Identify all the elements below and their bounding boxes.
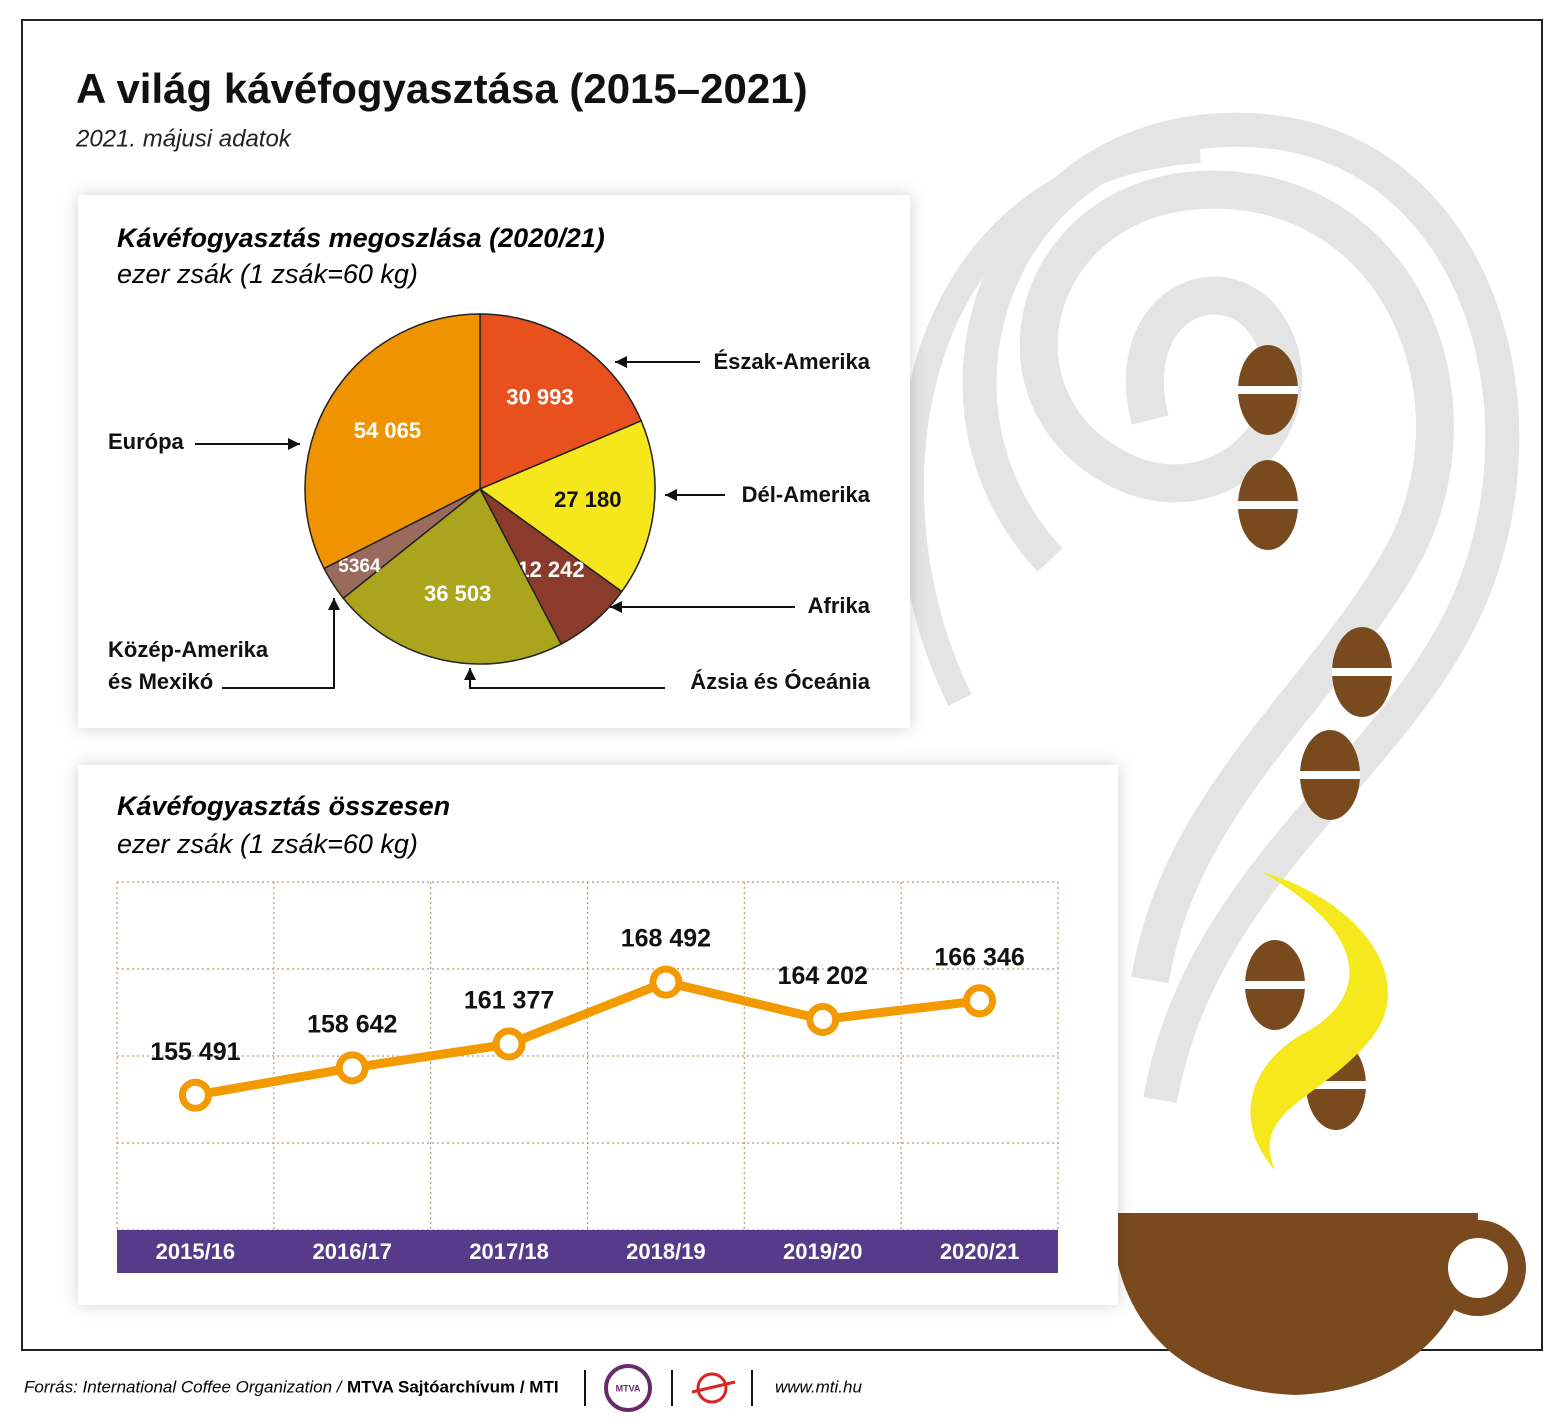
x-tick-label: 2017/18 xyxy=(469,1239,549,1264)
leader-arrow-head xyxy=(464,668,476,680)
point xyxy=(806,1002,840,1036)
point xyxy=(178,1078,212,1112)
x-tick-label: 2019/20 xyxy=(783,1239,863,1264)
coffee-beans xyxy=(1238,345,1392,1130)
slice-label: 5364 xyxy=(338,556,381,577)
category-label: Dél-Amerika xyxy=(741,482,870,507)
cup xyxy=(1112,1213,1478,1395)
logo-mti-line xyxy=(691,1380,736,1394)
subtitle: 2021. májusi adatok xyxy=(75,125,293,152)
leader-arrow-head xyxy=(610,601,622,613)
value-label: 166 346 xyxy=(934,943,1024,971)
category-label: Afrika xyxy=(807,593,870,618)
point xyxy=(963,984,997,1018)
slice-label: 36 503 xyxy=(424,581,491,606)
line xyxy=(194,977,981,1100)
slice-label: 54 065 xyxy=(354,418,421,443)
title: A világ kávéfogyasztása (2015–2021) xyxy=(76,65,808,112)
pie-slice xyxy=(478,419,656,593)
category-label: Közép-Amerika és Mexikó xyxy=(108,637,269,694)
value-label: 161 377 xyxy=(464,987,554,1015)
leader-arrow-head xyxy=(615,356,627,368)
line-title: Kávéfogyasztás összesen xyxy=(117,791,450,821)
cup-handle-hole xyxy=(1448,1238,1508,1298)
x-tick-label: 2020/21 xyxy=(940,1239,1020,1264)
source: Forrás: International Coffee Organizatio… xyxy=(24,1377,344,1396)
pie-slice xyxy=(479,313,643,491)
leader-arrow xyxy=(222,598,335,689)
pie-slice xyxy=(342,487,563,665)
value-label: 155 491 xyxy=(150,1038,240,1066)
x-tick-label: 2016/17 xyxy=(312,1239,392,1264)
value-label: 164 202 xyxy=(778,962,868,990)
point xyxy=(649,965,683,999)
logo-text: MTVA xyxy=(616,1383,641,1393)
point xyxy=(335,1051,369,1085)
agency: MTVA Sajtóarchívum / MTI xyxy=(347,1377,559,1396)
point xyxy=(492,1027,526,1061)
line-panel xyxy=(78,765,1118,1305)
value-label: 168 492 xyxy=(621,925,711,953)
pie-subtitle: ezer zsák (1 zsák=60 kg) xyxy=(117,259,418,289)
leader-arrow-head xyxy=(328,598,340,610)
steam xyxy=(1250,872,1389,1170)
x-tick-label: 2015/16 xyxy=(156,1239,236,1264)
leader-arrow-head xyxy=(665,489,677,501)
category-label: Észak-Amerika xyxy=(713,349,870,374)
line-subtitle: ezer zsák (1 zsák=60 kg) xyxy=(117,829,418,859)
slice-label: 12 242 xyxy=(517,557,584,582)
category-band xyxy=(117,1230,1058,1273)
slice-label: 27 180 xyxy=(554,487,621,512)
leader-arrow-head xyxy=(288,438,300,450)
x-tick-label: 2018/19 xyxy=(626,1239,706,1264)
pie-slice xyxy=(304,313,481,570)
pie-title: Kávéfogyasztás megoszlása (2020/21) xyxy=(117,223,605,253)
category-label: Európa xyxy=(108,429,184,454)
value-label: 158 642 xyxy=(307,1010,397,1038)
url: www.mti.hu xyxy=(775,1377,862,1396)
logo-mti xyxy=(696,1372,728,1404)
slice-label: 30 993 xyxy=(506,384,573,409)
logo-ring xyxy=(604,1364,652,1412)
category-label: Ázsia és Óceánia xyxy=(690,669,870,694)
